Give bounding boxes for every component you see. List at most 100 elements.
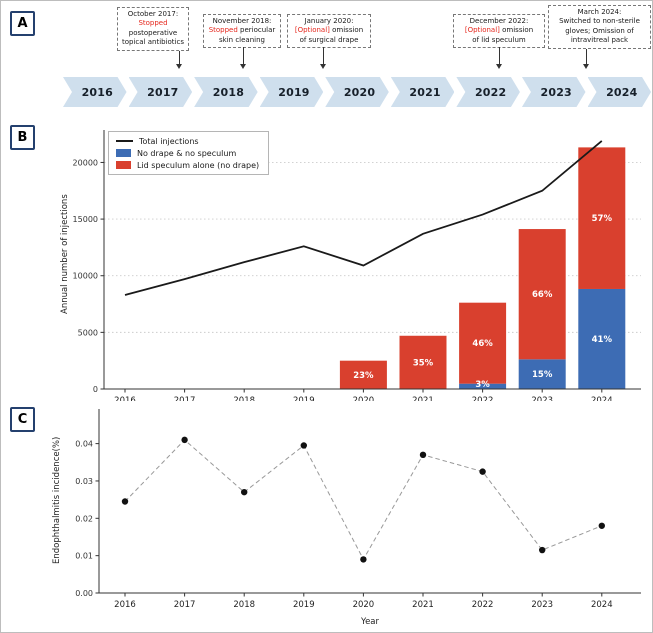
panel-b-legend: Total injections No drape & no speculum … (108, 131, 270, 175)
down-arrow-icon (239, 47, 247, 69)
bar-segment-red-2023 (518, 229, 566, 360)
x-tick-label: 2017 (174, 396, 196, 401)
x-tick-label: 2016 (114, 396, 136, 401)
bar-segment-red-2020 (339, 360, 387, 389)
bar-percent-label: 57% (592, 214, 613, 224)
total-injections-line (124, 140, 603, 296)
bar-percent-label: 46% (472, 339, 493, 349)
bar-percent-label: 3% (475, 380, 490, 390)
annotation-text: January 2020: (304, 17, 354, 25)
timeline-chevron-2016: 2016 (63, 77, 127, 107)
timeline-chevron-2017: 2017 (129, 77, 193, 107)
blue-swatch-icon (116, 149, 131, 157)
annotation-text: December 2022: (469, 17, 529, 25)
annotation-text: postoperative (128, 28, 178, 37)
annotation-text: intravitreal pack (570, 36, 629, 45)
bar-percent-label: 23% (353, 371, 374, 381)
timeline-annotation-box-2020: January 2020: [Optional] omission of surgi… (287, 14, 371, 49)
legend-label: No drape & no speculum (137, 148, 237, 158)
annotation-text: topical antibiotics (122, 38, 184, 47)
annotation-text: omission (329, 26, 364, 35)
y-tick-label: 15000 (73, 215, 98, 224)
annotation-text: gloves; Omission of (565, 26, 634, 35)
data-point-2019 (300, 442, 307, 449)
data-point-2023 (539, 546, 546, 554)
down-arrow-icon (495, 47, 503, 69)
timeline-year-chevrons: 2016 2017 2018 2019 2020 2021 2022 2023 2024 (63, 77, 651, 107)
down-arrow-icon (582, 49, 590, 69)
y-tick-label: 0.04 (75, 440, 93, 449)
emphasized-text: [Optional] (464, 26, 500, 35)
red-swatch-icon (116, 161, 131, 169)
bar-segment-red-2024 (578, 147, 626, 289)
y-tick-label: 20000 (73, 158, 98, 167)
bar-segment-blue-2023 (518, 359, 566, 389)
x-tick-label: 2024 (591, 396, 613, 401)
legend-entry-no-drape-no-speculum: No drape & no speculum (116, 147, 259, 159)
timeline-chevron-2021: 2021 (391, 77, 455, 107)
bar-percent-label: 66% (532, 290, 553, 300)
panel-b-label: B (10, 125, 35, 150)
x-tick-label: 2021 (412, 600, 434, 610)
bar-segment-red-2022 (459, 302, 507, 384)
x-tick-label: 2024 (591, 600, 613, 610)
x-tick-label: 2018 (233, 396, 255, 401)
timeline-annotation-box-2018: November 2018: Stopped periocular skin cle… (203, 14, 281, 49)
timeline-chevron-2020: 2020 (325, 77, 389, 107)
bar-percent-label: 15% (532, 370, 553, 380)
line-swatch-icon (116, 140, 133, 142)
x-tick-label: 2020 (353, 396, 375, 401)
timeline-chevron-2018: 2018 (194, 77, 258, 107)
incidence-line (124, 439, 602, 561)
data-point-2021 (419, 451, 427, 459)
panel-c-chart: 0.00 0.01 0.02 0.03 0.04 2016 2017 2018 2019 2020… (75, 409, 641, 627)
x-tick-label: 2018 (233, 600, 255, 610)
timeline-annotation-box-2024: March 2024: Switched to non-sterile gloves… (548, 5, 651, 49)
annotation-text: omission (499, 26, 534, 35)
annotation-text: November 2018: (212, 17, 272, 25)
timeline-annotation-box-2022: December 2022: [Optional] omission of lid … (453, 14, 545, 49)
data-point-2018 (241, 488, 248, 496)
timeline-chevron-2019: 2019 (260, 77, 324, 107)
annotation-text: periocular (237, 26, 276, 35)
x-tick-label: 2019 (293, 600, 315, 610)
emphasized-text: Stopped (208, 26, 238, 35)
panel-b-chart: 23% 35% 3% 46% 15% 66% 41% 57% 0 5000 10000 15000 20… (73, 130, 641, 401)
y-tick-label: 5000 (78, 328, 98, 337)
x-tick-label: 2023 (531, 396, 553, 401)
panel-a-label: A (10, 11, 35, 36)
x-tick-label: 2022 (472, 396, 494, 401)
timeline-chevron-2022: 2022 (456, 77, 520, 107)
bar-segment-blue-2022 (459, 383, 507, 389)
legend-entry-lid-speculum-alone: Lid speculum alone (no drape) (116, 159, 259, 171)
annotation-text: of surgical drape (299, 35, 359, 44)
annotation-text: skin cleaning (219, 35, 265, 44)
x-tick-label: 2019 (293, 396, 315, 401)
x-tick-label: 2022 (472, 600, 494, 610)
annotation-text: of lid speculum (472, 35, 526, 44)
annotation-text: October 2017: (127, 10, 179, 18)
legend-label: Total injections (139, 136, 199, 146)
legend-entry-total-injections: Total injections (116, 135, 259, 147)
data-point-2024 (598, 522, 605, 529)
x-tick-label: 2016 (114, 600, 136, 610)
bar-segment-blue-2024 (578, 288, 626, 389)
legend-label: Lid speculum alone (no drape) (137, 160, 260, 170)
annotation-text: Switched to non-sterile (559, 17, 640, 26)
x-tick-label: 2020 (353, 600, 375, 610)
x-tick-label: 2017 (174, 600, 196, 610)
y-tick-label: 0.01 (75, 552, 93, 561)
emphasized-text: Stopped (138, 19, 168, 28)
y-tick-label: 0.03 (75, 477, 93, 486)
y-tick-label: 0 (93, 385, 98, 394)
data-point-2022 (479, 468, 486, 475)
bar-percent-label: 35% (413, 358, 434, 368)
emphasized-text: [Optional] (294, 26, 330, 35)
timeline-annotation-box-2017: October 2017: Stopped postoperative topical… (117, 7, 189, 51)
timeline-chevron-2024: 2024 (588, 77, 652, 107)
y-tick-label: 0.02 (75, 514, 93, 523)
x-axis-label: Year (360, 617, 380, 627)
bar-percent-label: 41% (592, 335, 613, 345)
data-point-2017 (181, 436, 188, 444)
data-point-2016 (121, 498, 129, 505)
